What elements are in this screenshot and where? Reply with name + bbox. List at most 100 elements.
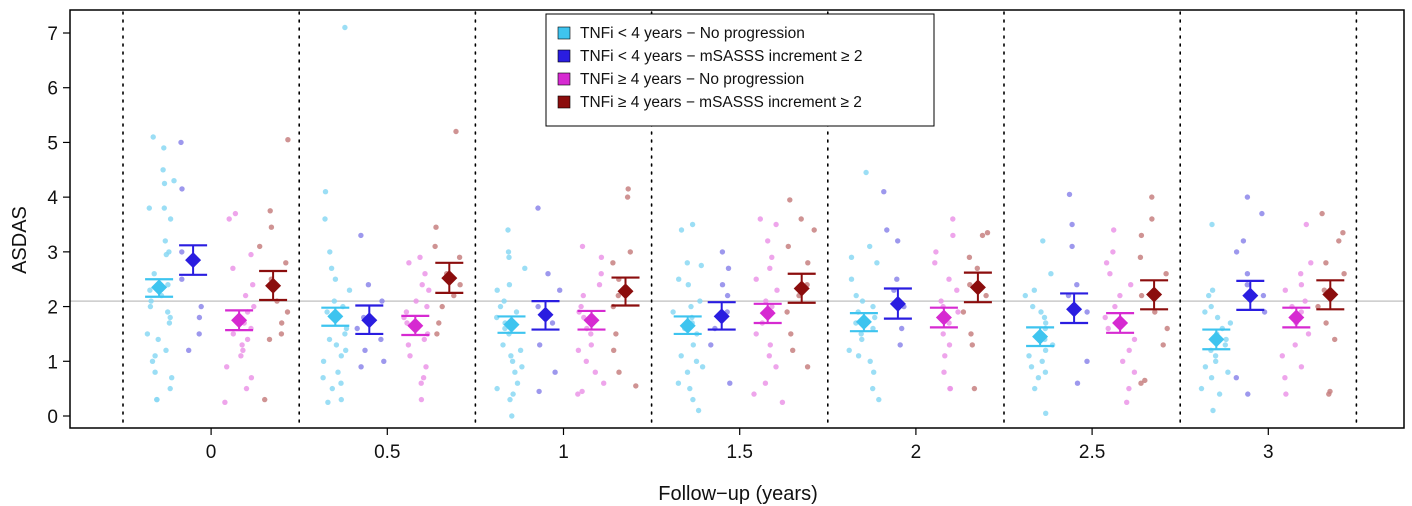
data-point <box>329 385 335 392</box>
mean-marker <box>185 252 202 269</box>
data-point <box>436 320 442 326</box>
data-point <box>451 292 457 299</box>
data-point <box>230 331 236 337</box>
data-point <box>403 309 410 315</box>
data-point <box>167 385 173 392</box>
data-point <box>690 396 696 403</box>
mean-marker <box>1288 309 1305 326</box>
data-point <box>1222 342 1229 348</box>
axes-layer: 0 1 2 3 4 5 6 7 0 0.5 1 1.5 2 2.5 3 <box>47 9 1405 463</box>
data-point <box>588 331 594 337</box>
y-tick-label: 0 <box>47 407 58 428</box>
plot-frame <box>69 9 1405 429</box>
data-point <box>863 169 869 176</box>
data-point <box>230 265 236 271</box>
data-point <box>946 342 953 348</box>
data-point <box>1323 320 1329 326</box>
mean-marker <box>1208 331 1225 348</box>
data-point <box>422 271 428 277</box>
data-point <box>161 145 167 151</box>
data-point <box>417 254 423 260</box>
x-axis-label: Follow−up (years) <box>658 483 818 505</box>
data-point <box>242 292 249 299</box>
data-point <box>684 369 691 375</box>
data-point <box>1031 287 1038 293</box>
data-point <box>1208 303 1214 310</box>
data-point <box>1298 364 1305 370</box>
data-point <box>163 251 169 258</box>
data-point <box>413 298 419 304</box>
data-point <box>685 282 691 288</box>
mean-marker <box>1146 286 1163 303</box>
data-point <box>763 298 769 304</box>
data-point <box>1210 407 1216 414</box>
data-point <box>678 227 685 233</box>
data-point <box>1214 314 1221 321</box>
data-point <box>1103 260 1110 266</box>
data-point <box>588 342 594 348</box>
mean-marker <box>935 309 952 326</box>
mean-marker <box>537 306 554 323</box>
data-point <box>897 342 903 348</box>
data-point <box>1102 314 1108 321</box>
data-point <box>362 347 368 353</box>
data-point <box>248 251 254 258</box>
data-point <box>1038 309 1044 315</box>
data-point <box>505 249 512 255</box>
data-point <box>171 178 177 184</box>
mean-marker <box>713 308 730 325</box>
data-point <box>804 364 811 370</box>
data-point <box>1152 309 1158 315</box>
data-point <box>1131 336 1138 343</box>
data-point <box>787 197 793 203</box>
data-point <box>580 292 586 299</box>
data-point <box>798 216 804 222</box>
data-point <box>160 167 166 173</box>
data-point <box>773 364 779 370</box>
data-point <box>870 303 876 310</box>
data-point <box>147 287 153 293</box>
data-point <box>954 287 960 293</box>
data-point <box>1069 243 1075 250</box>
data-point <box>895 238 901 244</box>
data-point <box>805 260 811 266</box>
data-point <box>148 298 154 304</box>
data-point <box>146 205 152 211</box>
data-point <box>1117 292 1123 299</box>
data-point <box>947 385 954 392</box>
legend-box <box>545 13 935 127</box>
data-point <box>765 238 771 244</box>
y-tick-label: 4 <box>47 188 58 209</box>
data-point <box>1260 292 1267 299</box>
data-point <box>494 385 500 392</box>
data-point <box>1216 391 1223 397</box>
data-point <box>767 342 773 348</box>
data-point <box>1208 375 1215 381</box>
confidence-intervals-layer <box>145 244 1345 351</box>
mean-markers-layer <box>151 252 1339 348</box>
data-point <box>420 375 427 381</box>
data-point <box>724 292 731 299</box>
data-point <box>719 249 726 255</box>
data-point <box>938 298 944 304</box>
data-point <box>1206 292 1212 299</box>
data-point <box>1213 358 1219 364</box>
data-point <box>161 180 168 187</box>
data-point <box>769 303 775 310</box>
data-point <box>284 309 291 315</box>
mean-marker <box>679 317 696 334</box>
data-point <box>324 309 330 315</box>
data-point <box>1336 238 1342 244</box>
data-point <box>248 375 255 381</box>
data-point <box>859 336 865 343</box>
mean-marker <box>151 279 168 296</box>
data-point <box>426 287 432 293</box>
data-point <box>969 342 975 348</box>
data-point <box>1137 254 1144 260</box>
data-point <box>331 298 337 304</box>
data-point <box>238 353 244 359</box>
data-point <box>1160 342 1166 348</box>
data-point <box>278 331 285 337</box>
legend-entry-label: TNFi < 4 years − mSASSS increment ≥ 2 <box>580 48 862 65</box>
